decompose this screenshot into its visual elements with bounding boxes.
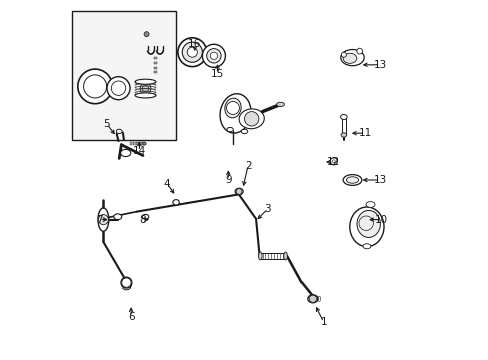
Text: 1: 1 [320,317,326,327]
Ellipse shape [135,79,156,84]
Text: 9: 9 [224,175,231,185]
Text: 13: 13 [373,175,386,185]
Circle shape [187,47,197,57]
Ellipse shape [362,244,370,249]
Circle shape [341,52,346,57]
Bar [139,142,141,145]
Text: 8: 8 [140,215,146,225]
Ellipse shape [356,210,380,238]
Bar [154,67,157,69]
Ellipse shape [142,142,146,145]
Text: 13: 13 [373,60,386,70]
Ellipse shape [349,207,383,247]
Circle shape [329,158,337,165]
Circle shape [332,160,335,163]
Bar [154,71,157,73]
Ellipse shape [116,129,122,134]
Bar [130,142,132,145]
Ellipse shape [283,252,287,260]
Circle shape [356,48,362,54]
Ellipse shape [135,93,156,98]
Bar [260,253,285,259]
Bar [143,142,145,145]
Bar [72,11,176,140]
Text: 16: 16 [188,39,201,49]
Ellipse shape [340,114,346,120]
Ellipse shape [241,129,247,134]
Bar [134,142,136,145]
Bar [132,142,134,145]
Bar [154,57,157,59]
Ellipse shape [258,252,262,260]
Text: 15: 15 [210,69,224,79]
Text: 6: 6 [127,312,134,322]
Text: 7: 7 [96,215,103,225]
Ellipse shape [142,214,148,219]
Circle shape [122,278,131,287]
Ellipse shape [239,109,264,129]
Ellipse shape [276,102,284,107]
Text: 12: 12 [326,157,340,167]
Ellipse shape [343,53,356,63]
Bar [137,142,139,145]
Text: 14: 14 [132,146,146,156]
Circle shape [144,32,149,37]
Ellipse shape [220,94,250,133]
Circle shape [178,38,206,67]
Ellipse shape [121,149,130,157]
Ellipse shape [340,49,364,66]
Circle shape [107,77,130,100]
Circle shape [236,189,242,194]
Bar [141,142,142,145]
Ellipse shape [226,127,233,132]
Circle shape [210,52,217,59]
Circle shape [83,75,106,98]
Ellipse shape [224,98,241,118]
Circle shape [182,42,202,62]
Ellipse shape [98,208,108,231]
Text: 10: 10 [374,215,387,225]
Ellipse shape [235,188,243,195]
Circle shape [78,69,112,104]
Ellipse shape [340,133,346,137]
Ellipse shape [343,175,361,185]
Ellipse shape [346,177,358,183]
Circle shape [309,295,316,302]
Text: 11: 11 [358,128,371,138]
Ellipse shape [365,202,374,207]
Circle shape [202,44,225,67]
Bar [341,118,346,134]
Text: 4: 4 [163,179,170,189]
Text: 2: 2 [244,161,251,171]
Circle shape [206,49,221,63]
Circle shape [244,112,258,126]
Text: 5: 5 [103,119,110,129]
Bar [154,62,157,64]
Circle shape [226,102,239,114]
Ellipse shape [307,295,317,303]
Text: 3: 3 [264,204,271,214]
Ellipse shape [172,199,179,205]
Circle shape [98,215,108,225]
Circle shape [111,81,125,95]
Ellipse shape [114,214,122,220]
Ellipse shape [121,277,132,288]
